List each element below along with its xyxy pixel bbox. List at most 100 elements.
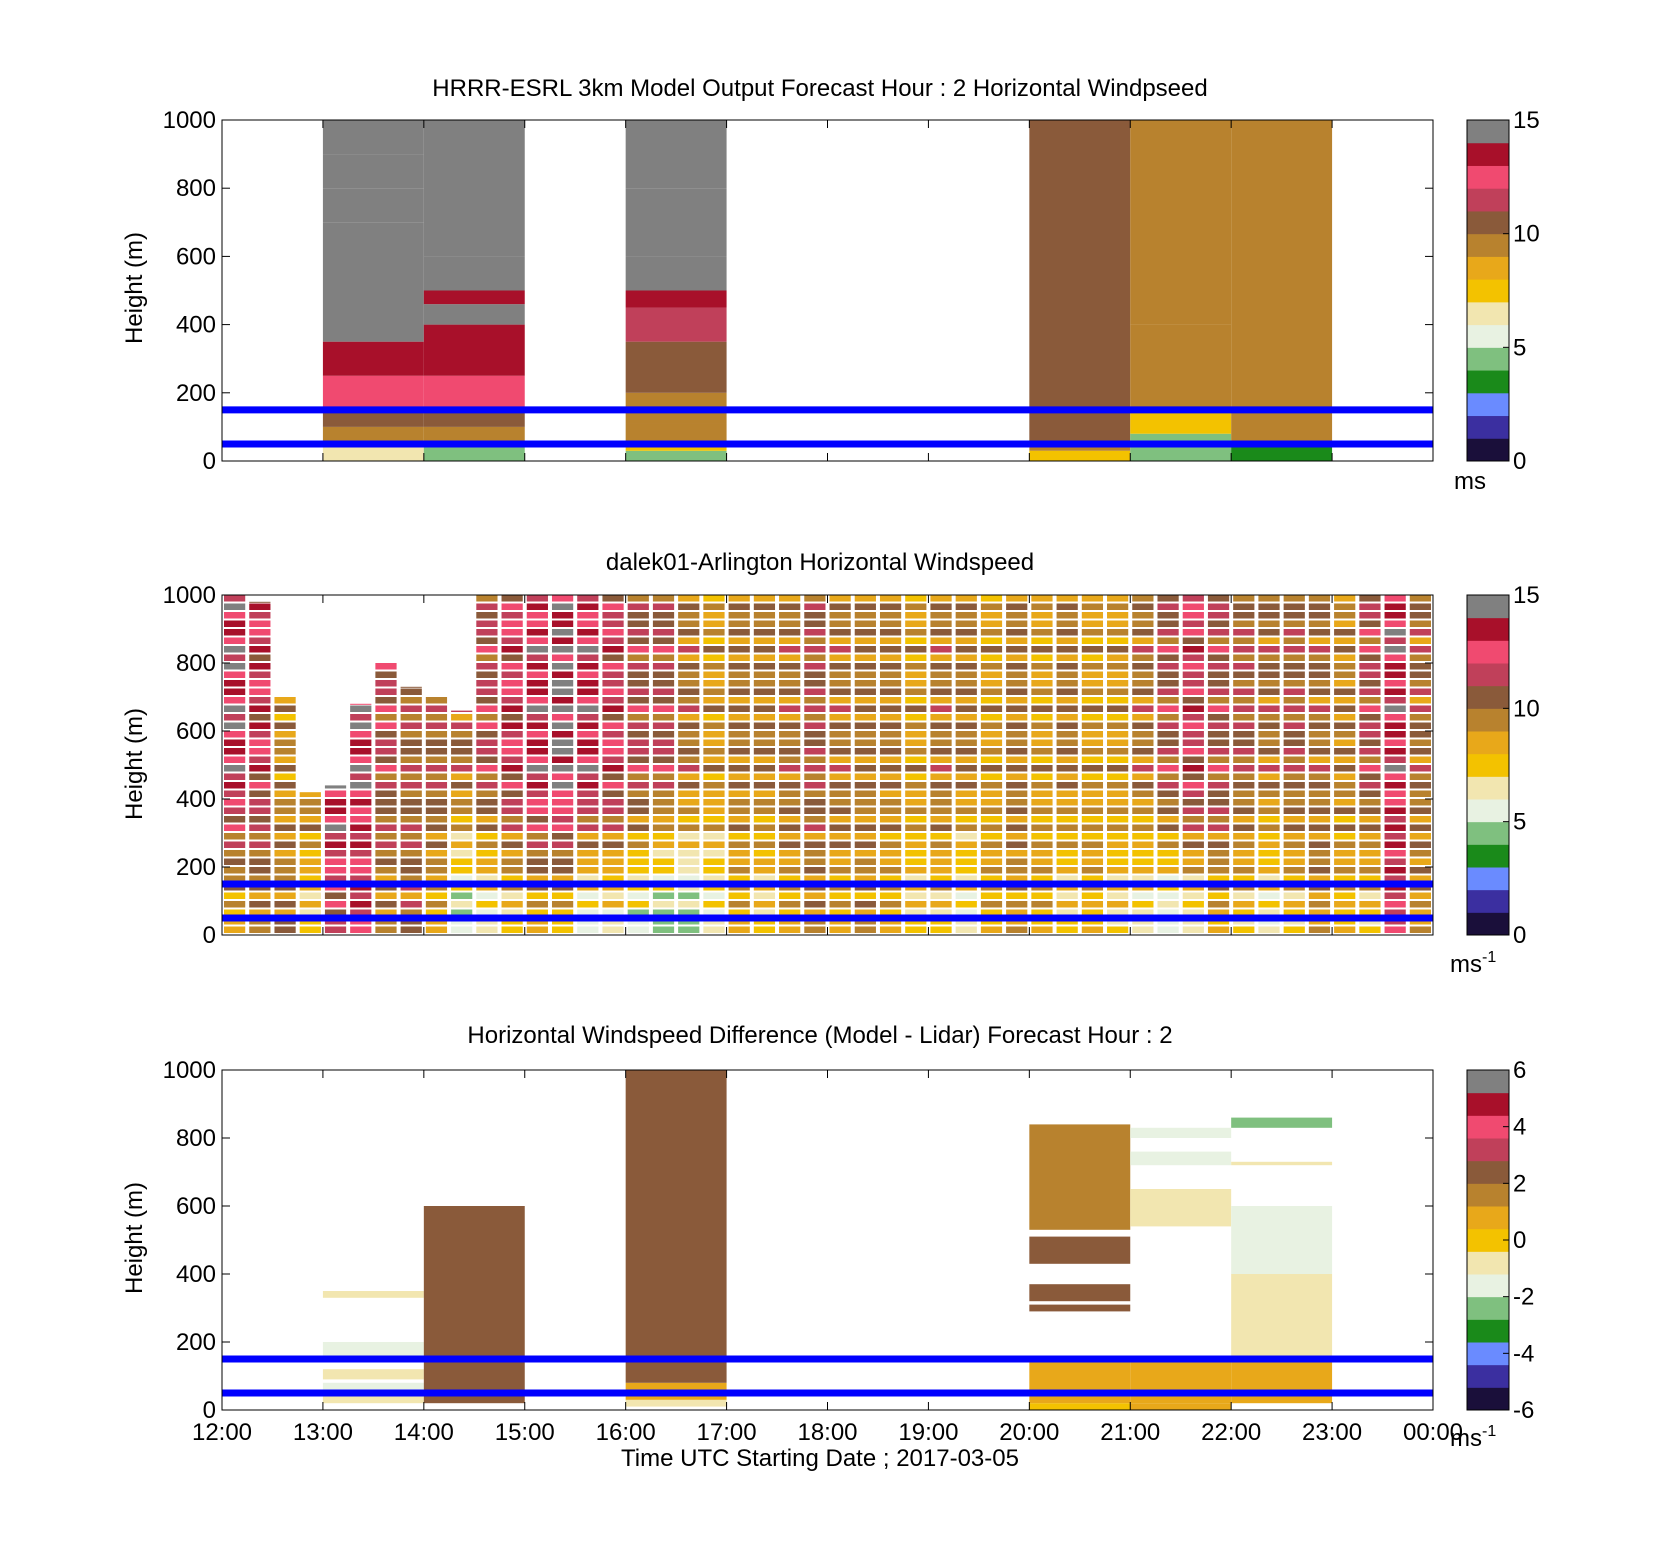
- lidar-cell-36-39: [1132, 595, 1154, 602]
- lidar-cell-8-24: [425, 722, 448, 729]
- lidar-cell-15-2: [602, 909, 624, 916]
- lidar-cell-12-14: [526, 807, 548, 814]
- lidar-cell-15-4: [602, 892, 624, 899]
- difference-colorbar-swatch-6: [1467, 1251, 1509, 1275]
- lidar-cell-15-15: [602, 799, 624, 806]
- lidar-cell-7-20: [400, 756, 422, 763]
- lidar-cell-36-7: [1132, 867, 1154, 874]
- lidar-cell-12-10: [526, 841, 548, 848]
- model-colorbar-swatch-0: [1467, 438, 1509, 462]
- lidar-cell-10-19: [476, 765, 498, 772]
- lidar-cell-31-22: [1006, 739, 1028, 746]
- lidar-cell-39-31: [1207, 663, 1230, 670]
- lidar-cell-13-4: [551, 892, 574, 899]
- lidar-cell-30-27: [980, 697, 1003, 704]
- lidar-cell-36-21: [1132, 748, 1154, 755]
- lidar-cell-32-34: [1031, 637, 1053, 644]
- lidar-cell-21-20: [753, 756, 776, 763]
- lidar-cell-47-39: [1409, 595, 1431, 602]
- lidar-cell-39-4: [1207, 892, 1230, 899]
- lidar-cell-12-16: [526, 790, 548, 797]
- lidar-cell-24-10: [829, 841, 851, 848]
- lidar-cell-17-38: [652, 603, 675, 610]
- difference-cell-4-0: [1130, 1403, 1232, 1410]
- lidar-cell-47-19: [1409, 765, 1431, 772]
- lidar-cell-37-37: [1157, 612, 1179, 619]
- lidar-cell-42-0: [1283, 926, 1305, 933]
- lidar-cell-22-6: [779, 875, 801, 882]
- lidar-cell-29-30: [955, 671, 977, 678]
- lidar-cell-0-25: [224, 714, 246, 721]
- lidar-cell-46-10: [1384, 841, 1406, 848]
- lidar-cell-0-16: [224, 790, 246, 797]
- lidar-cell-2-12: [274, 824, 296, 831]
- lidar-cell-46-0: [1384, 926, 1406, 933]
- lidar-cell-14-0: [577, 926, 599, 933]
- lidar-cell-42-20: [1283, 756, 1305, 763]
- lidar-cell-45-25: [1359, 714, 1381, 721]
- lidar-cell-45-21: [1359, 748, 1381, 755]
- lidar-cell-18-10: [678, 841, 700, 848]
- lidar-cell-37-16: [1157, 790, 1179, 797]
- lidar-cell-14-39: [577, 595, 599, 602]
- lidar-cell-45-17: [1359, 782, 1381, 789]
- lidar-cell-14-11: [577, 833, 599, 840]
- lidar-cell-43-37: [1308, 612, 1331, 619]
- lidar-cell-41-15: [1258, 799, 1280, 806]
- lidar-cell-40-19: [1233, 765, 1255, 772]
- lidar-cell-9-13: [451, 816, 473, 823]
- lidar-cell-10-32: [476, 654, 498, 661]
- lidar-cell-20-26: [728, 705, 750, 712]
- lidar-cell-15-11: [602, 833, 624, 840]
- lidar-cell-43-2: [1308, 909, 1331, 916]
- lidar-cell-1-21: [249, 748, 271, 755]
- lidar-cell-4-13: [324, 816, 347, 823]
- lidar-cell-14-3: [577, 901, 599, 908]
- difference-colorbar-label-2: -2: [1513, 1284, 1534, 1311]
- lidar-cell-2-7: [274, 867, 296, 874]
- lidar-cell-36-17: [1132, 782, 1154, 789]
- lidar-cell-44-21: [1334, 748, 1356, 755]
- lidar-cell-27-10: [905, 841, 927, 848]
- lidar-cell-18-8: [678, 858, 700, 865]
- lidar-cell-15-9: [602, 850, 624, 857]
- lidar-cell-30-19: [980, 765, 1003, 772]
- lidar-cell-44-35: [1334, 629, 1356, 636]
- lidar-cell-47-14: [1409, 807, 1431, 814]
- lidar-cell-0-22: [224, 739, 246, 746]
- lidar-cell-33-0: [1056, 926, 1078, 933]
- lidar-cell-32-10: [1031, 841, 1053, 848]
- lidar-cell-47-27: [1409, 697, 1431, 704]
- lidar-cell-45-9: [1359, 850, 1381, 857]
- lidar-cell-2-4: [274, 892, 296, 899]
- lidar-cell-11-17: [501, 782, 523, 789]
- lidar-cell-38-28: [1182, 688, 1204, 695]
- lidar-cell-28-4: [930, 892, 952, 899]
- lidar-cell-31-21: [1006, 748, 1028, 755]
- lidar-cell-13-22: [551, 739, 574, 746]
- lidar-colorbar-swatch-3: [1467, 844, 1509, 868]
- lidar-cell-44-29: [1334, 680, 1356, 687]
- difference-cell-0-4: [322, 1291, 424, 1298]
- lidar-cell-12-2: [526, 909, 548, 916]
- lidar-cell-1-26: [249, 705, 271, 712]
- lidar-cell-46-6: [1384, 875, 1406, 882]
- lidar-cell-22-21: [779, 748, 801, 755]
- lidar-cell-18-35: [678, 629, 700, 636]
- lidar-cell-30-13: [980, 816, 1003, 823]
- lidar-cell-45-29: [1359, 680, 1381, 687]
- lidar-cell-5-20: [350, 756, 372, 763]
- lidar-cell-21-19: [753, 765, 776, 772]
- difference-xtick-label-2: 14:00: [394, 1419, 454, 1446]
- difference-colorbar-unit: ms-1: [1450, 1423, 1496, 1452]
- lidar-cell-29-8: [955, 858, 977, 865]
- lidar-cell-21-4: [753, 892, 776, 899]
- lidar-cell-17-14: [652, 807, 675, 814]
- lidar-cell-14-32: [577, 654, 599, 661]
- lidar-cell-34-39: [1081, 595, 1104, 602]
- lidar-cell-22-0: [779, 926, 801, 933]
- lidar-cell-15-18: [602, 773, 624, 780]
- lidar-ytick-label-3: 600: [176, 718, 216, 745]
- difference-colorbar-label-4: 2: [1513, 1170, 1526, 1197]
- lidar-colorbar-swatch-7: [1467, 753, 1509, 777]
